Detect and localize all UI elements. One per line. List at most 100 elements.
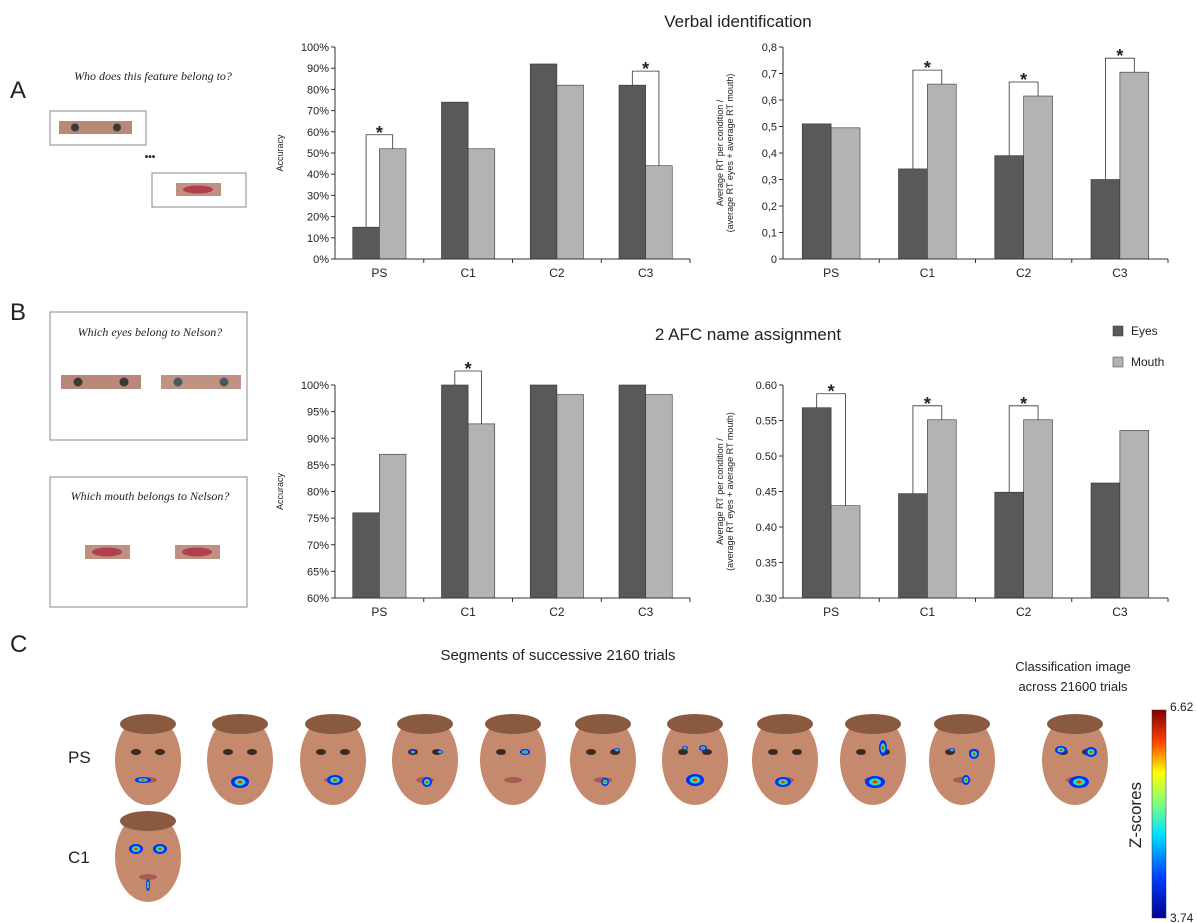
face — [840, 715, 906, 805]
lips — [139, 874, 157, 880]
prompt: Who does this feature belong to? — [74, 69, 232, 83]
hair — [485, 714, 541, 734]
ellipsis: ••• — [145, 152, 156, 163]
face — [207, 715, 273, 805]
x-tick-label: PS — [371, 266, 387, 280]
significance-marker: * — [1020, 70, 1027, 90]
y-tick-label: 10% — [307, 233, 329, 245]
panel-label: A — [10, 77, 26, 104]
hair — [934, 714, 990, 734]
significance-bracket — [912, 405, 943, 494]
blob — [882, 746, 884, 750]
blob — [439, 751, 441, 753]
eye — [119, 377, 129, 387]
faces — [115, 714, 1108, 902]
bar: Eyes — [618, 84, 646, 260]
blob — [872, 780, 878, 784]
y-tick-label: 70% — [307, 540, 329, 552]
summary-title: Classification image — [1015, 659, 1131, 674]
eyes-image — [61, 375, 141, 389]
significance-bracket — [816, 393, 846, 506]
hair — [575, 714, 631, 734]
x-tick-label: C1 — [920, 605, 936, 619]
blob — [333, 778, 337, 782]
x-tick-label: C2 — [1016, 266, 1032, 280]
hair — [120, 811, 176, 831]
face — [752, 715, 818, 805]
colorbar — [1151, 709, 1167, 919]
y-tick-label: 0.45 — [756, 487, 777, 499]
y-tick-label: 0.50 — [756, 451, 777, 463]
panel-label: B — [10, 299, 26, 326]
y-tick-label: 40% — [307, 169, 329, 181]
significance-bracket — [1008, 405, 1039, 493]
face — [570, 715, 636, 805]
eyes-image — [161, 375, 241, 389]
bar: Eyes — [1090, 179, 1121, 260]
legend-label: Eyes — [1131, 324, 1158, 338]
bar: Eyes — [898, 168, 928, 260]
y-tick-label: 0,3 — [762, 175, 777, 187]
bar: Mouth — [1119, 430, 1150, 599]
bar: Mouth — [830, 127, 861, 260]
y-tick-label: 0.40 — [756, 522, 777, 534]
bar: Eyes — [352, 226, 380, 260]
y-tick-label: 0.60 — [756, 380, 777, 392]
row-label: C1 — [68, 848, 90, 867]
blob — [616, 749, 618, 751]
row-label: PS — [68, 748, 91, 767]
y-axis-label: Average RT per condition / — [715, 438, 725, 545]
colorbar-max: 6.62 — [1170, 700, 1194, 714]
bar: Eyes — [618, 384, 646, 599]
bar: Mouth — [830, 505, 861, 599]
blob — [781, 780, 785, 784]
lips — [182, 547, 212, 557]
bar: Mouth — [927, 83, 957, 260]
y-tick-label: 60% — [307, 593, 329, 605]
bar: Eyes — [1090, 482, 1121, 599]
section-title: 2 AFC name assignment — [655, 325, 841, 344]
bar: Eyes — [801, 407, 832, 599]
panel-label: C — [10, 631, 27, 658]
y-tick-label: 100% — [301, 380, 329, 392]
stimulus-frame — [49, 476, 248, 608]
significance-marker: * — [1116, 46, 1123, 66]
summary-title: across 21600 trials — [1018, 679, 1128, 694]
y-tick-label: 0 — [771, 254, 777, 266]
blob — [1089, 750, 1093, 754]
eye — [768, 749, 778, 755]
eye — [131, 749, 141, 755]
eye — [586, 749, 596, 755]
x-tick-label: PS — [823, 266, 839, 280]
bar: Mouth — [645, 394, 673, 599]
bar: Eyes — [994, 155, 1024, 260]
face — [115, 715, 181, 805]
eye — [71, 123, 79, 132]
x-tick-label: PS — [823, 605, 839, 619]
face — [662, 715, 728, 805]
section-title: Verbal identification — [664, 12, 811, 31]
y-tick-label: 75% — [307, 513, 329, 525]
eye — [678, 749, 688, 755]
prompt: Which eyes belong to Nelson? — [78, 325, 223, 339]
charts: 0% 10% 20% 30% 40% 50% 60% 70% 80% 90% 100% Accurac… — [275, 42, 1169, 619]
blob — [412, 751, 414, 753]
bar: Mouth — [467, 148, 496, 260]
bar: Mouth — [556, 84, 584, 260]
blob — [972, 752, 976, 756]
bar: Eyes — [994, 491, 1024, 599]
face — [392, 715, 458, 805]
eye — [73, 377, 83, 387]
x-tick-label: C3 — [1112, 605, 1128, 619]
y-tick-label: 0% — [313, 254, 329, 266]
bar: Mouth — [1023, 95, 1053, 260]
significance-bracket — [631, 70, 660, 166]
y-tick-label: 0.55 — [756, 416, 777, 428]
y-axis-label: Accuracy — [275, 134, 285, 172]
blob — [604, 781, 606, 783]
y-tick-label: 80% — [307, 84, 329, 96]
y-tick-label: 0,8 — [762, 42, 777, 54]
y-tick-label: 30% — [307, 190, 329, 202]
significance-bracket — [365, 134, 394, 228]
